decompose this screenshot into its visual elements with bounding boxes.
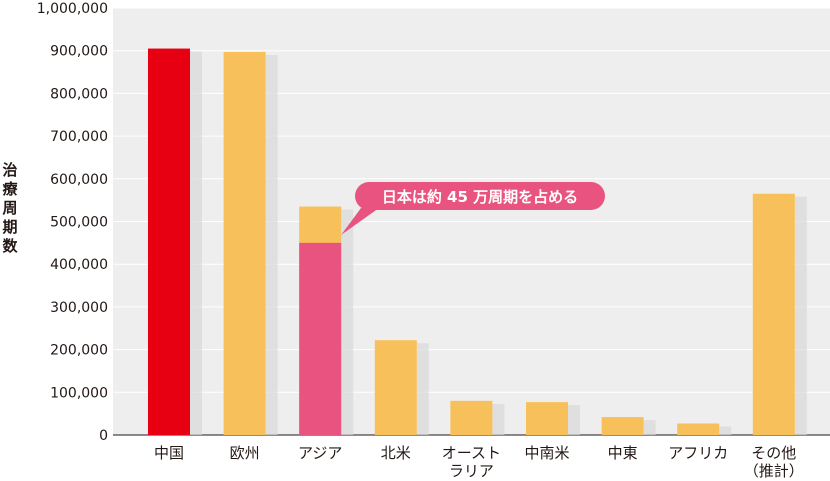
- category-label: 中東: [608, 444, 638, 462]
- category-label: 北米: [381, 444, 411, 462]
- y-tick-label: 200,000: [50, 343, 108, 359]
- bar-shadow: [190, 51, 202, 435]
- y-tick-label: 1,000,000: [37, 1, 108, 17]
- y-tick-label: 300,000: [50, 300, 108, 316]
- category-label: ラリア: [449, 462, 494, 480]
- bar: [450, 400, 493, 435]
- bar: [526, 402, 568, 435]
- category-label: その他: [751, 444, 796, 462]
- category-label: （推計）: [744, 462, 804, 480]
- bar-highlight-segment: [299, 242, 342, 435]
- callout-text: 日本は約 45 万周期を占める: [382, 188, 578, 206]
- bar: [374, 340, 417, 435]
- y-tick-label: 800,000: [50, 86, 108, 102]
- y-tick-label: 100,000: [50, 385, 108, 401]
- callout-pointer: [341, 208, 379, 235]
- y-tick-label: 500,000: [50, 215, 108, 231]
- bar-shadow: [492, 403, 505, 435]
- y-tick-label: 0: [99, 428, 108, 444]
- y-tick-label: 600,000: [50, 172, 108, 188]
- category-label: アジア: [298, 444, 342, 462]
- y-axis-ticks: 0 100,000 200,000 300,000 400,000 500,000 600,…: [37, 1, 108, 444]
- bar-shadow: [719, 426, 732, 435]
- category-label: 中南米: [524, 444, 569, 462]
- bar-shadow: [643, 420, 656, 435]
- bar-shadow: [568, 405, 580, 435]
- category-label: アフリカ: [668, 444, 728, 462]
- bar-shadow: [416, 343, 429, 435]
- bar: [148, 48, 190, 435]
- y-tick-label: 700,000: [50, 129, 108, 145]
- y-axis-title: 治療周期数: [2, 161, 18, 255]
- y-tick-label: 400,000: [50, 257, 108, 273]
- bars: [148, 48, 807, 436]
- japan-callout: 日本は約 45 万周期を占める: [341, 182, 605, 235]
- callout-bubble: [355, 182, 605, 210]
- y-tick-label: 900,000: [50, 44, 108, 60]
- bar: [677, 423, 720, 435]
- bar: [601, 417, 644, 435]
- bar: [223, 51, 266, 436]
- category-label: 中国: [154, 444, 184, 462]
- category-label: 欧州: [230, 444, 260, 462]
- y-axis-label: 治療周期数: [2, 161, 18, 255]
- bar-shadow: [794, 196, 807, 435]
- bar-shadow: [265, 54, 278, 436]
- bar-shadow: [341, 209, 354, 435]
- category-label: オースト: [442, 444, 501, 462]
- bar: [752, 193, 795, 435]
